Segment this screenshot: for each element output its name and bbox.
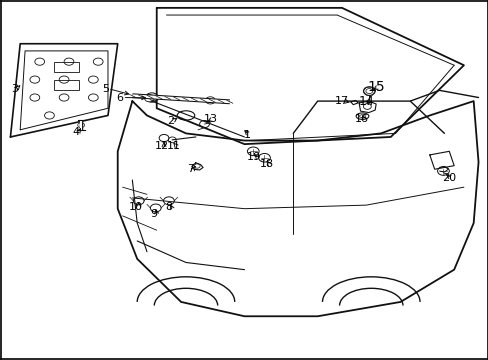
Text: 4: 4 [73,127,80,136]
Text: 18: 18 [259,159,273,169]
Text: 16: 16 [354,114,368,124]
Text: 19: 19 [247,152,261,162]
Text: 13: 13 [203,114,217,124]
Text: 11: 11 [166,141,181,151]
Text: 6: 6 [117,93,123,103]
Text: 7: 7 [187,164,194,174]
Text: 20: 20 [441,173,455,183]
Text: 8: 8 [165,202,172,212]
Text: 17: 17 [334,96,348,106]
Circle shape [144,95,154,102]
Text: 1: 1 [243,130,250,140]
Text: 9: 9 [150,209,158,219]
Text: 10: 10 [129,202,143,212]
Circle shape [363,87,374,95]
Text: 15: 15 [366,80,384,94]
Text: 12: 12 [154,141,168,151]
Text: 2: 2 [166,116,174,126]
Bar [54,62,79,72]
Text: 3: 3 [11,84,18,94]
Text: 5: 5 [102,84,109,94]
Text: 14: 14 [358,95,373,108]
Bar [54,80,79,90]
